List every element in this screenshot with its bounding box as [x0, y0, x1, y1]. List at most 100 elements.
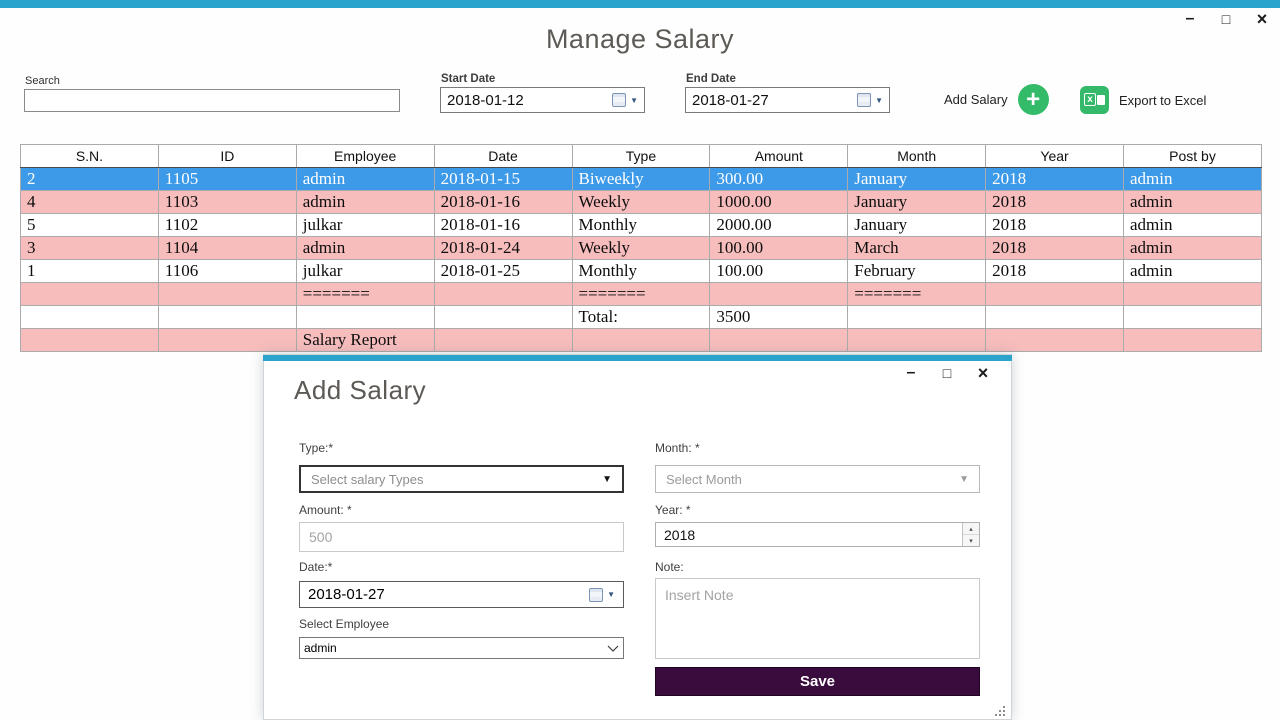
month-dropdown[interactable]: Select Month ▼ [655, 465, 980, 493]
grid-cell[interactable]: admin [295, 167, 435, 191]
note-field[interactable] [655, 578, 980, 659]
grid-cell[interactable]: Salary Report [295, 328, 435, 352]
grid-cell[interactable]: 2018 [985, 167, 1124, 191]
dialog-minimize-button[interactable]: – [901, 364, 921, 382]
type-dropdown[interactable]: Select salary Types ▼ [299, 465, 624, 493]
grid-cell[interactable]: admin [1123, 236, 1262, 260]
grid-cell[interactable] [709, 328, 849, 352]
grid-cell[interactable]: Weekly [571, 190, 711, 214]
grid-cell[interactable]: admin [1123, 190, 1262, 214]
grid-cell[interactable]: 2000.00 [709, 213, 849, 237]
spinner-up-button[interactable]: ▴ [963, 523, 979, 535]
grid-cell[interactable]: January [847, 190, 987, 214]
grid-cell[interactable]: admin [1123, 259, 1262, 283]
grid-cell[interactable]: January [847, 213, 987, 237]
grid-cell[interactable]: 1 [20, 259, 159, 283]
grid-cell[interactable]: 2018-01-15 [433, 167, 573, 191]
grid-cell[interactable]: Monthly [571, 213, 711, 237]
employee-combobox[interactable]: admin [299, 637, 624, 659]
grid-cell[interactable] [157, 328, 297, 352]
save-button[interactable]: Save [655, 667, 980, 696]
grid-cell[interactable]: 2018-01-16 [433, 190, 573, 214]
grid-cell[interactable] [20, 282, 159, 306]
grid-cell[interactable]: 300.00 [709, 167, 849, 191]
grid-cell[interactable]: 1106 [157, 259, 297, 283]
grid-cell[interactable]: 2018-01-16 [433, 213, 573, 237]
table-row[interactable]: 2 1105 admin 2018-01-15 Biweekly 300.00 Januar… [20, 167, 1262, 191]
grid-cell[interactable] [20, 328, 159, 352]
grid-cell[interactable]: admin [295, 236, 435, 260]
grid-cell[interactable]: 1104 [157, 236, 297, 260]
grid-cell[interactable] [1123, 282, 1262, 306]
grid-cell[interactable]: Monthly [571, 259, 711, 283]
grid-cell[interactable]: 1000.00 [709, 190, 849, 214]
grid-cell[interactable] [157, 282, 297, 306]
table-row[interactable]: 5 1102 julkar 2018-01-16 Monthly 2000.00 Janua… [20, 213, 1262, 237]
table-row[interactable]: 1 1106 julkar 2018-01-25 Monthly 100.00 Februa… [20, 259, 1262, 283]
grid-cell[interactable] [20, 305, 159, 329]
column-header[interactable]: Amount [709, 144, 849, 168]
grid-cell[interactable]: Weekly [571, 236, 711, 260]
grid-cell[interactable]: 2018 [985, 213, 1124, 237]
column-header[interactable]: Post by [1123, 144, 1262, 168]
dialog-close-button[interactable]: × [973, 363, 993, 383]
dialog-maximize-button[interactable]: □ [937, 364, 957, 382]
grid-cell[interactable] [847, 328, 987, 352]
grid-cell[interactable] [1123, 328, 1262, 352]
table-row[interactable]: Salary Report [20, 328, 1262, 352]
grid-cell[interactable] [295, 305, 435, 329]
grid-cell[interactable]: 2018 [985, 236, 1124, 260]
grid-cell[interactable]: julkar [295, 213, 435, 237]
table-row[interactable]: 4 1103 admin 2018-01-16 Weekly 1000.00 January… [20, 190, 1262, 214]
grid-cell[interactable]: 5 [20, 213, 159, 237]
grid-cell[interactable]: 1102 [157, 213, 297, 237]
grid-cell[interactable]: 4 [20, 190, 159, 214]
grid-cell[interactable] [157, 305, 297, 329]
column-header[interactable]: Date [433, 144, 573, 168]
grid-cell[interactable]: julkar [295, 259, 435, 283]
table-row[interactable]: ======= ======= ======= [20, 282, 1262, 306]
grid-cell[interactable]: 2 [20, 167, 159, 191]
date-picker[interactable]: 2018-01-27 ▼ [299, 581, 624, 608]
column-header[interactable]: S.N. [20, 144, 159, 168]
grid-cell[interactable]: 1105 [157, 167, 297, 191]
grid-cell[interactable]: 100.00 [709, 259, 849, 283]
grid-cell[interactable] [571, 328, 711, 352]
grid-cell[interactable]: February [847, 259, 987, 283]
start-date-picker[interactable]: 2018-01-12 ▼ [440, 87, 645, 113]
resize-grip[interactable] [993, 704, 1005, 716]
grid-cell[interactable]: 3 [20, 236, 159, 260]
grid-cell[interactable] [985, 282, 1124, 306]
column-header[interactable]: Employee [295, 144, 435, 168]
grid-cell[interactable] [1123, 305, 1262, 329]
close-button[interactable]: × [1252, 9, 1272, 29]
grid-cell[interactable]: admin [1123, 213, 1262, 237]
grid-cell[interactable]: 100.00 [709, 236, 849, 260]
grid-cell[interactable] [433, 282, 573, 306]
maximize-button[interactable]: □ [1216, 10, 1236, 28]
grid-cell[interactable] [433, 305, 573, 329]
grid-cell[interactable] [709, 282, 849, 306]
grid-cell[interactable]: 2018-01-24 [433, 236, 573, 260]
table-row[interactable]: Total: 3500 [20, 305, 1262, 329]
minimize-button[interactable]: – [1180, 10, 1200, 28]
grid-cell[interactable]: admin [1123, 167, 1262, 191]
grid-cell[interactable] [433, 328, 573, 352]
end-date-picker[interactable]: 2018-01-27 ▼ [685, 87, 890, 113]
grid-cell[interactable]: ======= [847, 282, 987, 306]
search-input[interactable] [24, 89, 400, 112]
table-row[interactable]: 3 1104 admin 2018-01-24 Weekly 100.00 March 201… [20, 236, 1262, 260]
grid-cell[interactable]: January [847, 167, 987, 191]
column-header[interactable]: Month [847, 144, 987, 168]
year-stepper[interactable]: 2018 ▴ ▾ [655, 522, 980, 547]
grid-cell[interactable]: ======= [571, 282, 711, 306]
grid-cell[interactable] [847, 305, 987, 329]
export-to-excel-button[interactable]: x Export to Excel [1080, 86, 1206, 114]
grid-cell[interactable]: 2018-01-25 [433, 259, 573, 283]
grid-cell[interactable]: admin [295, 190, 435, 214]
grid-cell[interactable]: 2018 [985, 259, 1124, 283]
grid-cell[interactable]: 2018 [985, 190, 1124, 214]
spinner-down-button[interactable]: ▾ [963, 535, 979, 546]
grid-cell[interactable] [985, 328, 1124, 352]
grid-cell[interactable]: ======= [295, 282, 435, 306]
